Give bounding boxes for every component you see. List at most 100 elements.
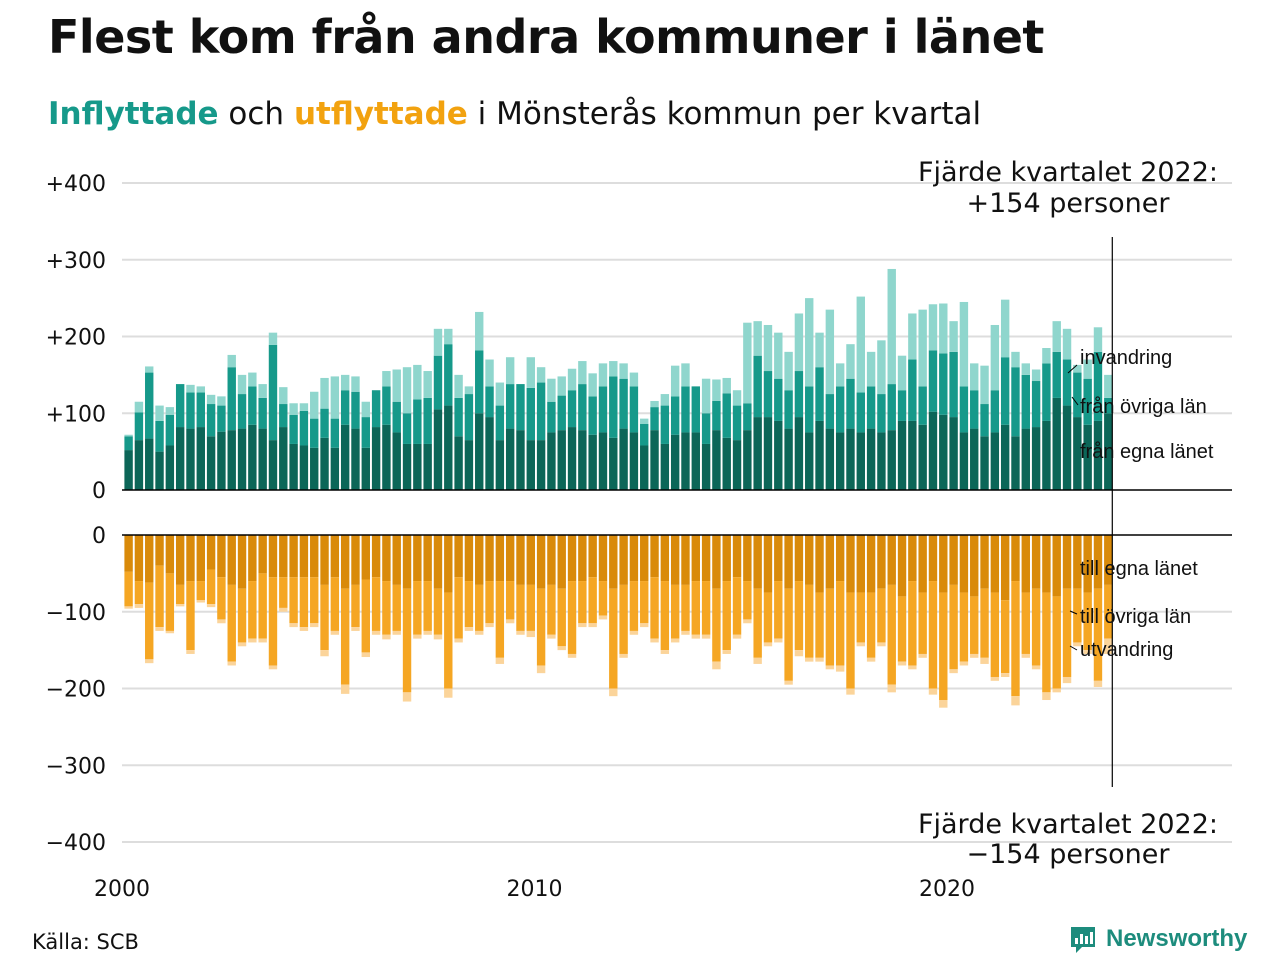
source-note: Källa: SCB bbox=[32, 930, 139, 954]
bar-inflow-other-counties bbox=[598, 386, 608, 433]
bar-outflow-own-county bbox=[897, 535, 907, 597]
bar-inflow-other-counties bbox=[413, 399, 422, 444]
bar-inflow-own-county bbox=[815, 420, 824, 490]
bar-inflow-own-county bbox=[753, 417, 762, 490]
bar-outflow-emigration bbox=[619, 653, 628, 658]
bar-outflow-other-counties bbox=[175, 584, 185, 605]
y-tick-label-bottom: −100 bbox=[46, 601, 106, 626]
bar-outflow-other-counties bbox=[351, 584, 360, 628]
bar-outflow-emigration bbox=[475, 630, 484, 635]
bar-inflow-immigration bbox=[732, 390, 742, 406]
bar-inflow-own-county bbox=[763, 417, 773, 490]
bar-inflow-immigration bbox=[609, 361, 618, 377]
bar-inflow-other-counties bbox=[196, 392, 205, 428]
bar-inflow-own-county bbox=[701, 443, 711, 490]
bar-inflow-immigration bbox=[640, 418, 649, 424]
bar-outflow-emigration bbox=[1083, 650, 1092, 654]
bar-inflow-immigration bbox=[784, 351, 793, 391]
subtitle-rest: i Mönsterås kommun per kvartal bbox=[467, 96, 982, 132]
bar-outflow-own-county bbox=[640, 535, 649, 582]
bar-inflow-immigration bbox=[237, 374, 247, 395]
bar-inflow-own-county bbox=[918, 424, 927, 490]
bar-outflow-own-county bbox=[547, 535, 556, 585]
bar-inflow-own-county bbox=[887, 430, 896, 490]
bar-outflow-other-counties bbox=[340, 588, 350, 685]
bar-outflow-emigration bbox=[959, 661, 969, 666]
bar-outflow-own-county bbox=[588, 535, 597, 578]
bar-outflow-own-county bbox=[825, 535, 835, 589]
bar-inflow-immigration bbox=[846, 344, 855, 379]
bar-inflow-other-counties bbox=[980, 404, 989, 437]
bar-outflow-other-counties bbox=[629, 581, 639, 631]
bar-inflow-other-counties bbox=[186, 392, 195, 429]
bar-inflow-immigration bbox=[794, 313, 804, 372]
bar-outflow-emigration bbox=[660, 650, 670, 654]
bar-outflow-other-counties bbox=[124, 571, 133, 607]
bar-inflow-other-counties bbox=[835, 386, 845, 433]
bar-outflow-other-counties bbox=[134, 581, 144, 605]
bar-inflow-immigration bbox=[279, 387, 288, 405]
bar-outflow-own-county bbox=[361, 535, 370, 580]
bar-outflow-other-counties bbox=[361, 579, 370, 653]
bar-inflow-immigration bbox=[258, 384, 267, 398]
bar-inflow-immigration bbox=[835, 363, 845, 387]
bar-outflow-other-counties bbox=[928, 581, 938, 689]
bar-outflow-emigration bbox=[732, 634, 742, 639]
bar-inflow-other-counties bbox=[454, 397, 463, 437]
bar-outflow-other-counties bbox=[949, 584, 958, 670]
bar-outflow-other-counties bbox=[908, 581, 917, 666]
bar-outflow-own-county bbox=[908, 535, 917, 582]
bar-inflow-other-counties bbox=[670, 396, 680, 435]
bar-outflow-other-counties bbox=[1031, 588, 1041, 666]
bar-outflow-own-county bbox=[444, 535, 453, 593]
bar-inflow-own-county bbox=[825, 428, 835, 490]
bar-inflow-other-counties bbox=[959, 386, 969, 433]
bar-outflow-emigration bbox=[701, 634, 711, 639]
bar-inflow-other-counties bbox=[258, 397, 267, 429]
bar-inflow-other-counties bbox=[475, 350, 484, 414]
bar-inflow-immigration bbox=[815, 332, 824, 368]
bar-inflow-immigration bbox=[268, 332, 278, 345]
bar-inflow-other-counties bbox=[908, 359, 917, 421]
bar-inflow-own-county bbox=[155, 451, 164, 490]
bar-inflow-immigration bbox=[124, 434, 133, 437]
bar-outflow-own-county bbox=[877, 535, 886, 589]
bar-outflow-emigration bbox=[526, 630, 535, 638]
bar-outflow-own-county bbox=[392, 535, 401, 585]
bar-inflow-own-county bbox=[1031, 427, 1041, 490]
bar-inflow-immigration bbox=[536, 367, 546, 383]
bar-outflow-emigration bbox=[134, 604, 144, 608]
bar-inflow-own-county bbox=[949, 417, 958, 490]
annotation-bottom-line1: Fjärde kvartalet 2022: bbox=[918, 809, 1218, 840]
bar-inflow-other-counties bbox=[433, 355, 443, 410]
bar-inflow-own-county bbox=[536, 440, 546, 490]
bar-inflow-immigration bbox=[629, 372, 639, 387]
bar-outflow-emigration bbox=[578, 623, 587, 628]
bar-inflow-immigration bbox=[774, 332, 783, 379]
bar-outflow-emigration bbox=[227, 661, 236, 666]
bar-outflow-own-county bbox=[155, 535, 164, 566]
bar-outflow-emigration bbox=[980, 657, 989, 664]
bar-outflow-own-county bbox=[743, 535, 752, 582]
bar-inflow-immigration bbox=[402, 367, 412, 414]
bar-inflow-immigration bbox=[186, 384, 195, 393]
bar-inflow-other-counties bbox=[124, 436, 133, 451]
bar-outflow-emigration bbox=[970, 653, 979, 658]
bar-inflow-own-county bbox=[629, 432, 639, 490]
bar-inflow-other-counties bbox=[495, 405, 505, 441]
bar-inflow-own-county bbox=[588, 434, 597, 490]
bar-inflow-other-counties bbox=[320, 408, 329, 438]
bar-outflow-own-county bbox=[495, 535, 505, 582]
bar-inflow-other-counties bbox=[619, 378, 628, 429]
bar-outflow-other-counties bbox=[237, 588, 247, 643]
bar-outflow-other-counties bbox=[320, 584, 329, 651]
bar-inflow-immigration bbox=[557, 376, 566, 396]
bar-outflow-other-counties bbox=[279, 577, 288, 608]
bar-inflow-own-county bbox=[516, 430, 525, 490]
bar-outflow-other-counties bbox=[444, 592, 453, 689]
newsworthy-logo-icon bbox=[1071, 927, 1095, 953]
bar-inflow-immigration bbox=[928, 304, 938, 351]
bar-outflow-own-county bbox=[990, 535, 1000, 593]
bar-inflow-other-counties bbox=[444, 344, 453, 406]
bar-outflow-other-counties bbox=[609, 588, 618, 689]
